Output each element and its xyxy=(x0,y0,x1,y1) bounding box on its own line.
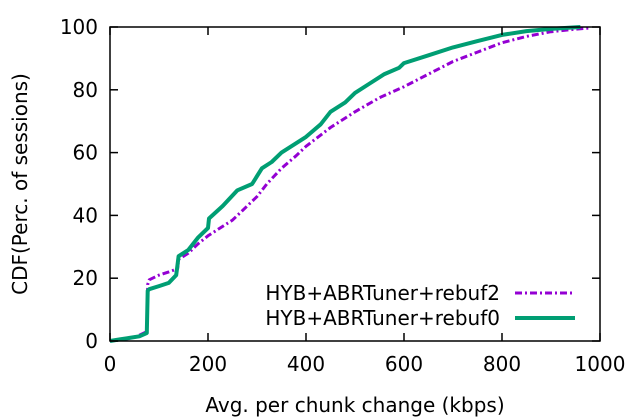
x-tick-label: 1000 xyxy=(575,352,626,376)
x-tick-label: 400 xyxy=(287,352,325,376)
x-tick-label: 600 xyxy=(385,352,423,376)
y-tick-label: 20 xyxy=(73,266,98,290)
series-layer xyxy=(109,25,591,343)
y-tick-label: 60 xyxy=(73,141,98,165)
y-tick-label: 80 xyxy=(73,78,98,102)
series-line-0 xyxy=(109,26,591,343)
ticks-layer: 0 200 400 600 800 1000 0 20 40 60 80 100 xyxy=(60,15,626,376)
legend-label-rebuf2: HYB+ABRTuner+rebuf2 xyxy=(265,281,500,305)
plot-frame xyxy=(109,26,601,342)
x-tick-label: 800 xyxy=(483,352,521,376)
x-axis-label: Avg. per chunk change (kbps) xyxy=(205,393,504,417)
y-axis-label: CDF(Perc. of sessions) xyxy=(8,73,32,295)
series-line-1 xyxy=(109,25,581,343)
x-tick-label: 200 xyxy=(189,352,227,376)
x-tick-label: 0 xyxy=(104,352,117,376)
y-tick-label: 0 xyxy=(85,329,98,353)
legend: HYB+ABRTuner+rebuf2 HYB+ABRTuner+rebuf0 xyxy=(265,281,575,330)
y-tick-label: 40 xyxy=(73,203,98,227)
y-tick-label: 100 xyxy=(60,15,98,39)
legend-label-rebuf0: HYB+ABRTuner+rebuf0 xyxy=(265,306,500,330)
